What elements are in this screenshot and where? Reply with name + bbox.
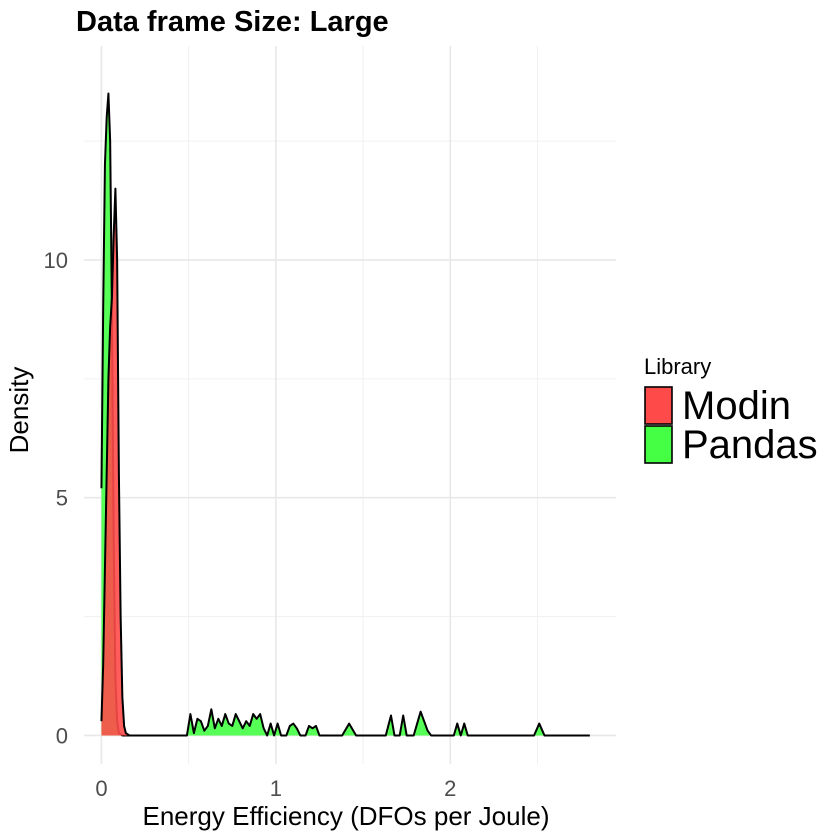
chart-title: Data frame Size: Large: [76, 6, 389, 38]
axis-layer: 0 1 2 0 5 10: [44, 248, 457, 801]
density-line-modin: [100, 187, 137, 737]
y-tick-label: 10: [44, 248, 68, 273]
legend-key-pandas: [644, 425, 673, 464]
grid-layer: [84, 46, 616, 764]
y-axis-label: Density: [4, 367, 34, 454]
x-tick-label: 1: [270, 776, 282, 801]
x-axis-label: Energy Efficiency (DFOs per Joule): [143, 801, 550, 831]
x-tick-label: 2: [444, 776, 456, 801]
series-layer: [100, 92, 590, 737]
density-area-pandas: [101, 93, 590, 736]
legend-label-modin: Modin: [682, 384, 791, 428]
legend-label-pandas: Pandas: [682, 423, 818, 467]
legend-key-modin: [644, 386, 673, 425]
y-tick-label: 0: [56, 723, 68, 748]
y-tick-label: 5: [56, 486, 68, 511]
density-area-modin: [101, 188, 137, 736]
legend-title: Library: [644, 354, 711, 379]
density-line-pandas: [100, 92, 590, 737]
x-tick-label: 0: [95, 776, 107, 801]
